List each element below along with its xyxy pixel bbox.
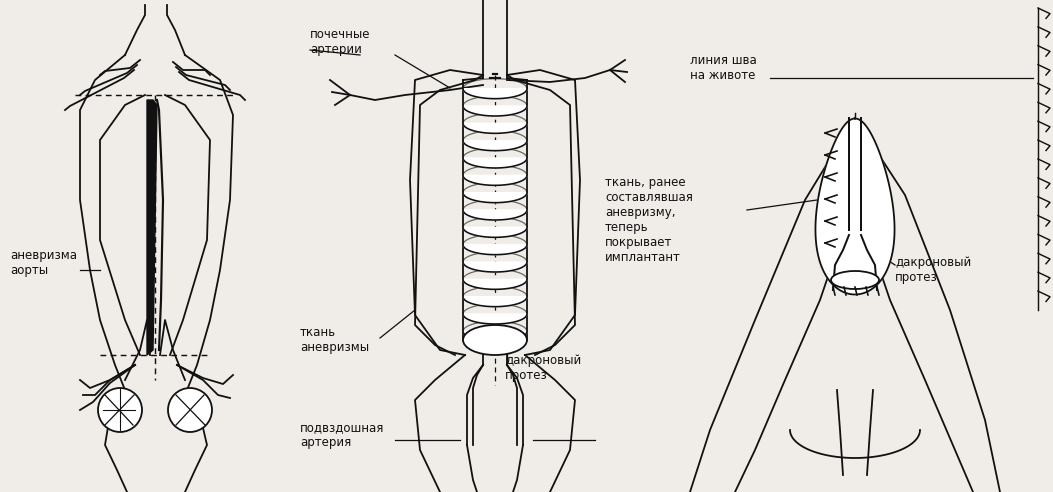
- Polygon shape: [463, 141, 526, 151]
- Circle shape: [168, 388, 212, 432]
- Text: ткань, ранее
составлявшая
аневризму,
теперь
покрывает
имплантант: ткань, ранее составлявшая аневризму, теп…: [605, 176, 693, 264]
- Text: аневризма
аорты: аневризма аорты: [9, 249, 77, 277]
- Polygon shape: [463, 158, 526, 168]
- Polygon shape: [463, 210, 526, 220]
- Polygon shape: [463, 314, 526, 324]
- Polygon shape: [463, 175, 526, 185]
- Ellipse shape: [463, 325, 526, 355]
- Polygon shape: [463, 193, 526, 203]
- Text: дакроновый
протез: дакроновый протез: [505, 354, 581, 382]
- Text: подвздошная
артерия: подвздошная артерия: [300, 421, 384, 449]
- Polygon shape: [147, 100, 157, 355]
- Polygon shape: [463, 227, 526, 237]
- Text: линия шва
на животе: линия шва на животе: [690, 54, 757, 82]
- Polygon shape: [463, 123, 526, 133]
- Polygon shape: [463, 279, 526, 289]
- Polygon shape: [463, 297, 526, 307]
- Polygon shape: [463, 245, 526, 255]
- Text: дакроновый
протез: дакроновый протез: [895, 256, 971, 284]
- Polygon shape: [463, 331, 526, 341]
- Text: почечные
артерии: почечные артерии: [310, 28, 371, 56]
- Polygon shape: [463, 106, 526, 116]
- Ellipse shape: [831, 271, 879, 289]
- Polygon shape: [463, 262, 526, 272]
- Polygon shape: [463, 89, 526, 99]
- Circle shape: [98, 388, 142, 432]
- Text: ткань
аневризмы: ткань аневризмы: [300, 326, 370, 354]
- Polygon shape: [815, 119, 895, 295]
